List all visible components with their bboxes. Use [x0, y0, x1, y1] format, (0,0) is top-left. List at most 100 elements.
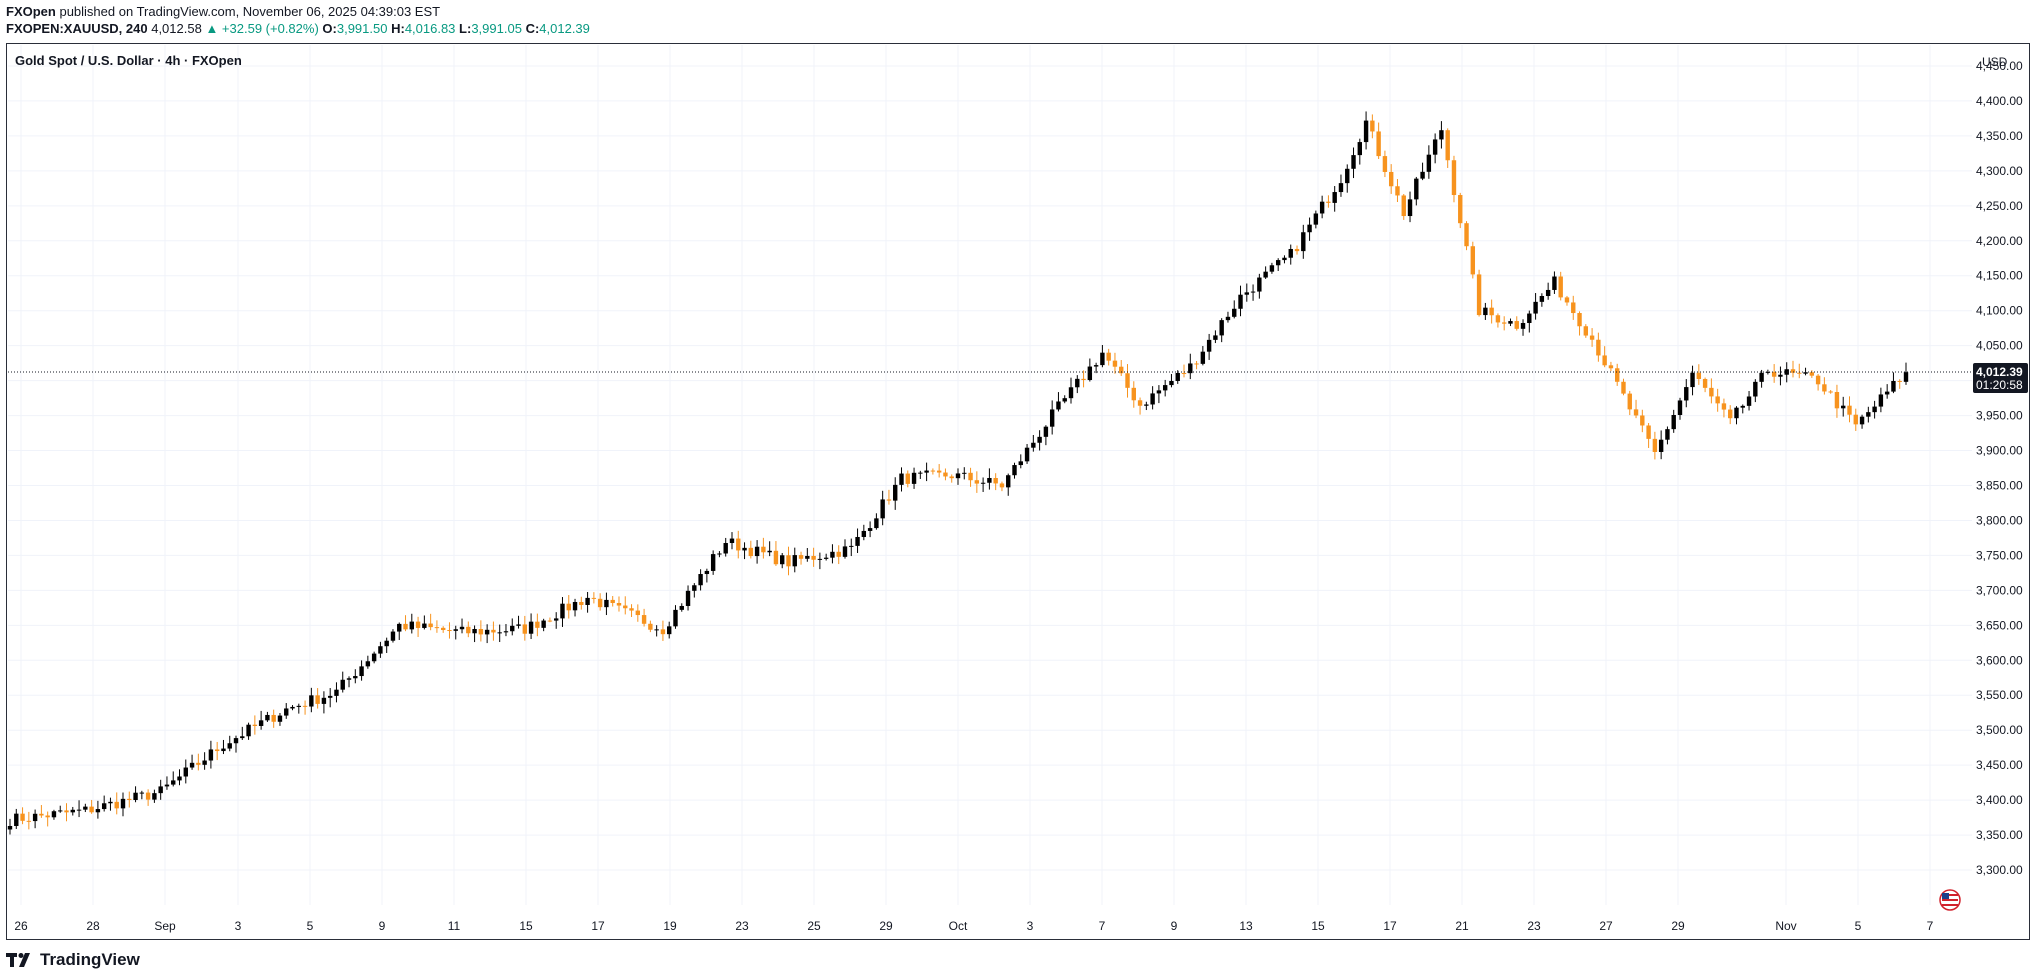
- candle-body: [1119, 366, 1124, 374]
- y-tick-label: 4,100.00: [1976, 304, 2023, 318]
- y-tick-label: 4,350.00: [1976, 129, 2023, 143]
- candle-body: [692, 585, 697, 591]
- candle-body: [1357, 142, 1363, 156]
- y-tick-label: 3,300.00: [1976, 863, 2023, 877]
- candle-body: [1439, 130, 1444, 140]
- currency-label[interactable]: USD: [1982, 55, 2008, 69]
- candle-body: [1759, 372, 1764, 382]
- candle-body: [936, 470, 942, 473]
- candle-body: [849, 545, 854, 547]
- x-tick-label: 26: [14, 919, 28, 933]
- candle-body: [189, 762, 195, 768]
- candle-body: [987, 477, 992, 483]
- candle-body: [1778, 374, 1783, 377]
- y-tick-label: 3,800.00: [1976, 513, 2023, 527]
- candle-body: [1545, 289, 1551, 297]
- high-label: H:: [391, 21, 405, 36]
- candle-body: [20, 813, 25, 821]
- candle-body: [89, 806, 94, 813]
- candle-body: [26, 820, 32, 822]
- candle-body: [327, 695, 333, 698]
- candle-body: [296, 705, 301, 707]
- candle-body: [1012, 465, 1017, 476]
- candle-body: [1841, 405, 1846, 409]
- x-tick-label: Oct: [949, 919, 968, 933]
- candle-body: [572, 601, 578, 611]
- candle-body: [880, 499, 885, 519]
- candle-body: [1043, 426, 1049, 437]
- candle-body: [403, 623, 408, 630]
- candle-body: [673, 609, 678, 627]
- candle-body: [629, 608, 634, 611]
- candle-body: [76, 809, 82, 811]
- candle-body: [1715, 396, 1720, 404]
- candle-body: [1206, 339, 1212, 352]
- y-tick-label: 4,050.00: [1976, 339, 2023, 353]
- published-line: FXOpen published on TradingView.com, Nov…: [6, 4, 440, 19]
- y-tick-label: 4,150.00: [1976, 269, 2023, 283]
- candle-body: [1734, 407, 1739, 419]
- candle-body: [980, 482, 986, 484]
- candle-body: [139, 792, 145, 794]
- close-value: 4,012.39: [539, 21, 590, 36]
- candle-body: [1395, 186, 1400, 196]
- candle-body: [1608, 365, 1614, 369]
- candle-body: [1125, 373, 1130, 388]
- candle-body: [623, 605, 628, 609]
- candle-body: [1740, 405, 1745, 408]
- y-tick-label: 3,650.00: [1976, 618, 2023, 632]
- candle-body: [478, 628, 484, 635]
- candle-body: [817, 558, 823, 560]
- candle-body: [968, 472, 973, 481]
- candle-body: [39, 813, 44, 816]
- candle-body: [1307, 224, 1312, 233]
- candle-body: [855, 536, 860, 546]
- candle-body: [742, 547, 747, 551]
- candle-body: [535, 621, 540, 628]
- candle-body: [1049, 409, 1055, 427]
- candle-body: [1144, 404, 1149, 406]
- candle-body: [886, 499, 892, 501]
- flag-icon[interactable]: [1939, 889, 1961, 911]
- candle-body: [1602, 355, 1607, 366]
- candle-body: [641, 615, 647, 624]
- candle-body: [158, 786, 163, 794]
- candle-body: [930, 470, 936, 472]
- x-tick-label: 9: [1171, 919, 1178, 933]
- candle-body: [560, 603, 565, 619]
- y-tick-label: 3,750.00: [1976, 548, 2023, 562]
- candle-body: [1797, 372, 1802, 374]
- candle-body: [1363, 120, 1369, 143]
- candle-body: [1527, 313, 1532, 323]
- y-tick-label: 4,300.00: [1976, 164, 2023, 178]
- candle-body: [1244, 292, 1249, 295]
- candle-body: [1621, 381, 1626, 394]
- candle-body: [434, 627, 440, 629]
- candle-body: [1872, 406, 1877, 413]
- candle-body: [1150, 393, 1155, 405]
- candle-body: [152, 793, 157, 800]
- candle-body: [252, 724, 258, 726]
- candle-body: [635, 610, 641, 616]
- candle-body: [371, 653, 377, 662]
- candle-body: [1275, 260, 1281, 266]
- candle-body: [1062, 398, 1067, 402]
- candle-body: [1319, 201, 1325, 214]
- candle-body: [1181, 373, 1187, 375]
- x-tick-label: 5: [1855, 919, 1862, 933]
- candle-body: [196, 762, 201, 765]
- chart-frame[interactable]: [6, 43, 2030, 940]
- candle-body: [1853, 414, 1858, 425]
- y-tick-label: 3,850.00: [1976, 478, 2023, 492]
- tradingview-logo[interactable]: TradingView: [6, 950, 140, 970]
- candle-body: [145, 792, 151, 800]
- candle-body: [428, 623, 433, 628]
- candle-body: [585, 597, 590, 605]
- candle-body: [58, 810, 63, 812]
- open-label: O:: [322, 21, 337, 36]
- y-tick-label: 4,400.00: [1976, 94, 2023, 108]
- x-tick-label: 15: [1311, 919, 1325, 933]
- candle-body: [949, 476, 954, 479]
